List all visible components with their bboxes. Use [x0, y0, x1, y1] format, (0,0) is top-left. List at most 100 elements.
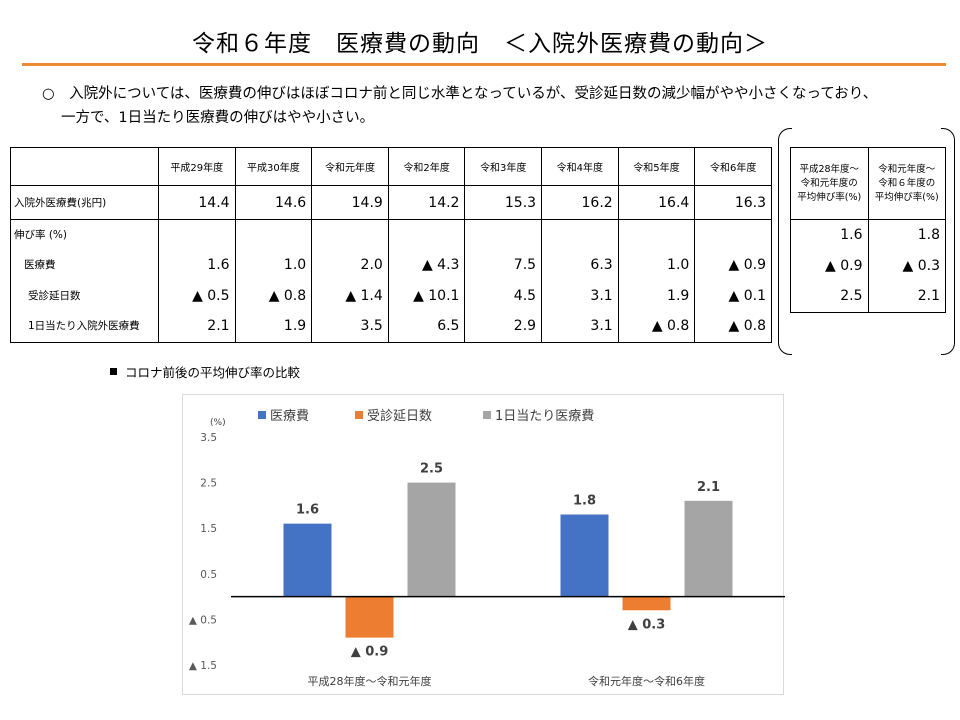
growth-column: ▲ 0.9 ▲ 0.1 ▲ 0.8	[694, 219, 772, 343]
growth-cell: ▲ 0.5	[192, 287, 230, 304]
growth-column: 1.6 ▲ 0.5 2.1	[157, 219, 236, 343]
growth-cell: ▲ 10.1	[413, 287, 460, 304]
y-tick-label: ▲ 1.5	[189, 660, 217, 672]
growth-cell: 1.0	[667, 257, 690, 273]
growth-cell: ▲ 0.8	[651, 318, 690, 334]
y-tick-label: 2.5	[200, 478, 217, 490]
amount-cell: 16.4	[617, 185, 696, 220]
year-header: 令和6年度	[694, 147, 772, 186]
growth-cell: 1.6	[207, 257, 230, 273]
growth-cell: 6.3	[590, 257, 613, 273]
growth-column: ▲ 4.3 ▲ 10.1 6.5	[387, 219, 466, 343]
growth-cell: 1.9	[667, 287, 690, 304]
data-label: 2.1	[697, 480, 720, 495]
summary-line-1: ○ 入院外については、医療費の伸びはほぼコロナ前と同じ水準となっているが、受診延…	[42, 86, 878, 102]
average-cell: 1.8	[917, 227, 940, 243]
y-tick-label: 1.5	[200, 523, 217, 535]
row-label-visit-days: 受診延日数	[28, 289, 81, 302]
year-header: 令和3年度	[464, 147, 543, 186]
amount-cell: 14.2	[387, 185, 466, 220]
year-header: 令和4年度	[541, 147, 619, 186]
bar	[407, 482, 456, 597]
average-header-post-covid: 令和元年度～ 令和６年度の 平均伸び率(%)	[867, 147, 946, 220]
year-header: 令和2年度	[387, 147, 466, 186]
average-values-row: 1.6 ▲ 0.9 2.5 1.8 ▲ 0.3 2.1	[790, 219, 946, 313]
growth-cell: 7.5	[513, 257, 537, 273]
average-header-row: 平成28年度～ 令和元年度の 平均伸び率(%) 令和元年度～ 令和６年度の 平均…	[790, 147, 946, 220]
header-blank-cell	[10, 147, 159, 186]
amount-row-label: 入院外医療費(兆円)	[10, 185, 159, 220]
amount-row: 入院外医療費(兆円) 14.4 14.6 14.9 14.2 15.3 16.2…	[10, 185, 772, 220]
row-label-medical-cost: 医療費	[24, 259, 56, 271]
data-label: 1.6	[296, 503, 319, 518]
growth-cell: 1.0	[283, 257, 307, 273]
y-tick-label: 3.5	[200, 432, 217, 444]
average-growth-table: 平成28年度～ 令和元年度の 平均伸び率(%) 令和元年度～ 令和６年度の 平均…	[790, 147, 946, 313]
amount-cell: 16.2	[541, 185, 619, 220]
legend-swatch	[258, 411, 266, 419]
bar	[345, 596, 394, 638]
average-column-post-covid: 1.8 ▲ 0.3 2.1	[867, 219, 946, 313]
x-category-label: 令和元年度～令和6年度	[588, 674, 705, 688]
bullet-square-icon	[110, 368, 117, 375]
growth-header: 伸び率 (%)	[14, 229, 68, 241]
year-header: 令和元年度	[311, 147, 389, 186]
growth-cell: 2.9	[513, 318, 537, 334]
y-unit-label: (%)	[210, 418, 226, 428]
growth-cell: 6.5	[437, 318, 460, 334]
amount-cell: 14.6	[234, 185, 313, 220]
growth-labels: 伸び率 (%) 医療費 受診延日数 1日当たり入院外医療費	[10, 219, 159, 343]
bar	[684, 500, 733, 597]
summary-line-2: 一方で、1日当たり医療費の伸びはやや小さい。	[61, 110, 375, 126]
amount-cell: 14.9	[311, 185, 389, 220]
average-cell: 2.1	[917, 288, 940, 304]
growth-cell: 2.0	[360, 257, 383, 273]
chart-svg: (%) 3.5 2.5 1.5 0.5 ▲ 0.5 ▲ 1.5 医療費 受診延日数 1日当たり医療…	[189, 408, 785, 688]
growth-comparison-chart: (%) 3.5 2.5 1.5 0.5 ▲ 0.5 ▲ 1.5 医療費 受診延日数 1日当たり医療…	[182, 394, 785, 695]
growth-cell: 3.1	[590, 318, 613, 334]
year-header: 令和5年度	[617, 147, 696, 186]
average-cell: ▲ 0.9	[825, 257, 863, 274]
average-cell: ▲ 0.3	[902, 257, 940, 274]
page-title: 令和６年度 医療費の動向 ＜入院外医療費の動向＞	[192, 31, 768, 57]
legend-label: 1日当たり医療費	[495, 409, 594, 424]
legend-swatch	[483, 411, 491, 419]
amount-cell: 15.3	[464, 185, 543, 220]
growth-column: 6.3 3.1 3.1	[541, 219, 619, 343]
average-column-pre-covid: 1.6 ▲ 0.9 2.5	[790, 219, 869, 313]
growth-cell: ▲ 4.3	[421, 257, 460, 273]
table-header-row: 平成29年度 平成30年度 令和元年度 令和2年度 令和3年度 令和4年度 令和…	[10, 147, 772, 186]
title-divider	[22, 63, 946, 66]
growth-cell: ▲ 0.1	[728, 287, 766, 304]
growth-block: 伸び率 (%) 医療費 受診延日数 1日当たり入院外医療費 1.6 ▲ 0.5 …	[10, 219, 772, 343]
bar	[622, 596, 671, 611]
average-cell: 1.6	[840, 227, 863, 243]
growth-cell: 3.5	[360, 318, 383, 334]
growth-cell: ▲ 0.8	[728, 318, 766, 334]
legend-swatch	[355, 411, 363, 419]
growth-cell: 4.5	[513, 287, 537, 304]
summary-text: ○ 入院外については、医療費の伸びはほぼコロナ前と同じ水準となっているが、受診延…	[42, 82, 942, 130]
growth-column: 2.0 ▲ 1.4 3.5	[311, 219, 389, 343]
data-label: 1.8	[573, 494, 596, 509]
growth-cell: 1.9	[283, 318, 307, 334]
y-tick-label: ▲ 0.5	[189, 614, 217, 626]
legend-label: 受診延日数	[367, 408, 432, 424]
year-header: 平成29年度	[157, 147, 236, 186]
growth-column: 1.0 ▲ 0.8 1.9	[234, 219, 313, 343]
growth-cell: ▲ 0.8	[268, 287, 307, 304]
amount-cell: 16.3	[694, 185, 772, 220]
annual-table: 平成29年度 平成30年度 令和元年度 令和2年度 令和3年度 令和4年度 令和…	[10, 147, 772, 343]
growth-cell: ▲ 0.9	[728, 257, 766, 273]
bar	[560, 514, 609, 597]
year-header: 平成30年度	[234, 147, 313, 186]
row-label-per-day-cost: 1日当たり入院外医療費	[28, 320, 140, 332]
x-category-label: 平成28年度～令和元年度	[308, 674, 432, 688]
amount-cell: 14.4	[157, 185, 236, 220]
growth-cell: 3.1	[590, 287, 613, 304]
average-header-pre-covid: 平成28年度～ 令和元年度の 平均伸び率(%)	[790, 147, 869, 220]
growth-cell: ▲ 1.4	[345, 287, 383, 304]
legend-label: 医療費	[270, 409, 309, 424]
y-tick-label: 0.5	[200, 569, 217, 581]
growth-column: 7.5 4.5 2.9	[464, 219, 543, 343]
